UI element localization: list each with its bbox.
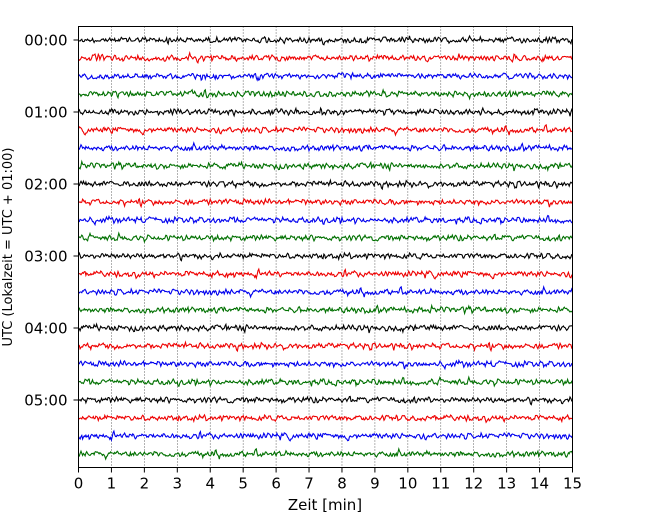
y-axis-label: UTC (Lokalzeit = UTC + 01:00) [1,148,16,347]
x-tick-label: 14 [530,475,549,493]
trace-0245 [78,231,573,244]
x-axis-label: Zeit [min] [288,496,362,514]
trace-0200 [78,178,573,191]
plot-frame [78,26,573,468]
trace-0500 [78,395,573,406]
y-tick-label: 05:00 [24,392,67,410]
y-axis: 00:00 01:00 02:00 03:00 04:00 05:00 [24,32,79,410]
trace-0215 [78,197,573,209]
x-tick-label: 13 [497,475,516,493]
x-axis: 0 1 2 3 4 5 6 7 8 9 10 11 12 13 14 15 [74,467,582,493]
x-tick-label: 1 [107,475,117,493]
y-tick-label: 00:00 [24,32,67,50]
trace-0315 [78,267,573,280]
trace-0015 [78,50,573,64]
trace-0130 [78,141,573,153]
x-tick-label: 5 [238,475,248,493]
y-tick-label: 02:00 [24,176,67,194]
trace-0115 [77,123,573,137]
x-tick-label: 10 [398,475,417,493]
trace-0045 [78,88,574,101]
trace-0445 [78,375,573,388]
x-tick-label: 15 [563,475,582,493]
y-tick-label: 01:00 [24,104,67,122]
seismic-traces [77,34,574,461]
x-tick-label: 0 [74,475,84,493]
x-tick-label: 2 [140,475,150,493]
trace-0430 [78,358,573,371]
y-tick-label: 04:00 [24,320,67,338]
x-tick-label: 7 [304,475,314,493]
trace-0100 [78,106,574,118]
y-tick-label: 03:00 [24,248,67,266]
trace-0330 [78,285,574,299]
x-tick-label: 9 [370,475,380,493]
trace-0345 [78,303,573,316]
x-tick-label: 6 [271,475,281,493]
x-tick-label: 11 [431,475,450,493]
x-tick-label: 12 [464,475,483,493]
trace-0545 [78,447,574,461]
trace-0515 [78,413,573,424]
trace-0400 [78,322,573,335]
trace-0000 [78,34,573,46]
trace-0230 [78,214,573,227]
x-tick-label: 4 [205,475,215,493]
x-tick-label: 8 [337,475,347,493]
trace-0530 [78,429,573,442]
trace-0415 [78,340,573,353]
trace-0030 [78,71,573,82]
x-tick-label: 3 [173,475,183,493]
trace-0300 [78,251,573,262]
trace-0145 [78,159,574,173]
